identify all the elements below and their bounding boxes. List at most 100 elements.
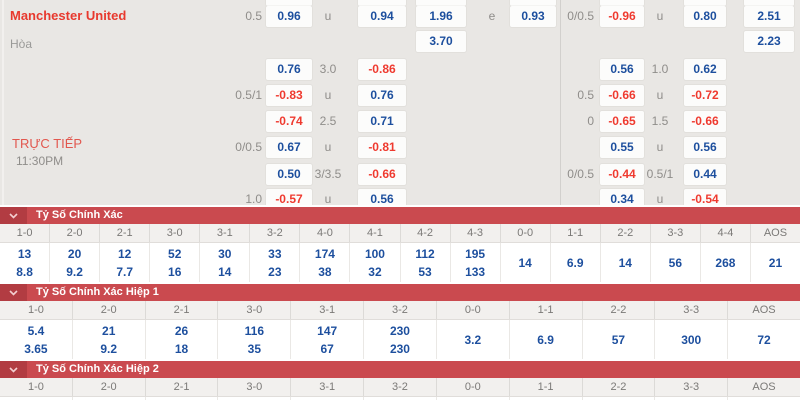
- odds-value[interactable]: 6.9: [537, 332, 554, 347]
- odds-value[interactable]: 72: [757, 332, 771, 347]
- odds-value[interactable]: 52: [168, 246, 182, 261]
- odds-value[interactable]: 112: [415, 246, 435, 261]
- table-banner[interactable]: Tỷ Số Chính Xác Hiệp 1: [0, 284, 800, 301]
- odds-box[interactable]: 0.76: [358, 85, 406, 106]
- odds-box[interactable]: 0.44: [684, 164, 726, 185]
- odds-box[interactable]: 0.56: [684, 137, 726, 158]
- odds-box[interactable]: 0.94: [358, 6, 406, 27]
- odds-value[interactable]: 67: [320, 341, 334, 356]
- odds-value-cell: 20 9.2: [49, 243, 99, 282]
- odds-value[interactable]: 14: [218, 264, 232, 279]
- odds-value[interactable]: 13: [17, 246, 32, 261]
- odds-value[interactable]: 3.65: [24, 341, 48, 356]
- odds-box[interactable]: -0.81: [358, 137, 406, 158]
- odds-value-cell: 56: [649, 243, 700, 282]
- odds-box-partial[interactable]: [510, 0, 556, 6]
- odds-box[interactable]: 0.96: [266, 6, 312, 27]
- odds-box-partial[interactable]: [684, 0, 726, 6]
- odds-value[interactable]: 100: [364, 246, 385, 261]
- handicap-label: u: [656, 9, 664, 23]
- score-header-cell: 1-1: [549, 224, 600, 242]
- odds-value[interactable]: 23: [268, 264, 282, 279]
- odds-box[interactable]: 1.96: [416, 6, 466, 27]
- odds-value[interactable]: 268: [715, 255, 736, 270]
- odds-value[interactable]: 32: [368, 264, 382, 279]
- home-team-name: Manchester United: [10, 8, 127, 23]
- odds-box-partial[interactable]: [600, 0, 644, 6]
- handicap-label: 0/0.5: [567, 9, 594, 23]
- odds-value[interactable]: 18: [174, 341, 189, 356]
- odds-value[interactable]: 14: [518, 255, 532, 270]
- odds-value[interactable]: 133: [465, 264, 486, 279]
- chevron-down-icon[interactable]: [0, 284, 27, 301]
- odds-box[interactable]: -0.83: [266, 85, 312, 106]
- odds-box[interactable]: 0.80: [684, 6, 726, 27]
- odds-box[interactable]: -0.66: [358, 164, 406, 185]
- odds-value[interactable]: 21: [768, 255, 783, 270]
- odds-value[interactable]: 147: [317, 323, 338, 338]
- odds-box[interactable]: -0.86: [358, 59, 406, 80]
- odds-box[interactable]: -0.74: [266, 111, 312, 132]
- odds-value[interactable]: 57: [611, 332, 626, 347]
- odds-value[interactable]: 8.8: [16, 264, 33, 279]
- odds-value[interactable]: 230: [389, 323, 410, 338]
- odds-panel: Manchester United Hòa TRỰC TIẾP 11:30PM …: [0, 0, 800, 205]
- odds-value[interactable]: 9.2: [100, 341, 118, 356]
- odds-box[interactable]: -0.66: [684, 111, 726, 132]
- odds-box-partial[interactable]: [744, 0, 794, 6]
- odds-box[interactable]: 0.76: [266, 59, 312, 80]
- odds-box[interactable]: -0.72: [684, 85, 726, 106]
- odds-box-partial[interactable]: [358, 0, 406, 6]
- odds-value[interactable]: 5.4: [27, 323, 45, 338]
- odds-box[interactable]: -0.54: [684, 189, 726, 205]
- odds-value[interactable]: 7.7: [116, 264, 133, 279]
- odds-box[interactable]: 0.34: [600, 189, 644, 205]
- odds-box[interactable]: 0.62: [684, 59, 726, 80]
- odds-value[interactable]: 174: [314, 246, 335, 261]
- odds-box[interactable]: 2.23: [744, 31, 794, 52]
- odds-value[interactable]: 16: [168, 264, 182, 279]
- odds-box[interactable]: 0.56: [358, 189, 406, 205]
- score-header-cell: AOS: [749, 224, 800, 242]
- score-header-cell: 2-2: [581, 301, 655, 319]
- odds-box[interactable]: 0.67: [266, 137, 312, 158]
- odds-value[interactable]: 30: [218, 246, 232, 261]
- odds-value[interactable]: 26: [174, 323, 189, 338]
- odds-value[interactable]: 3.2: [464, 332, 482, 347]
- odds-box[interactable]: 0.71: [358, 111, 406, 132]
- odds-value[interactable]: 56: [668, 255, 683, 270]
- table-banner[interactable]: Tỷ Số Chính Xác: [0, 207, 800, 224]
- odds-value-cell: 26 18: [144, 320, 218, 359]
- odds-value[interactable]: 195: [465, 246, 486, 261]
- odds-box[interactable]: -0.65: [600, 111, 644, 132]
- odds-value[interactable]: 21: [102, 323, 116, 338]
- odds-value[interactable]: 14: [618, 255, 632, 270]
- odds-value[interactable]: 300: [681, 332, 702, 347]
- odds-box-partial[interactable]: [416, 0, 466, 6]
- odds-box[interactable]: 0.50: [266, 164, 312, 185]
- odds-box[interactable]: 0.93: [510, 6, 556, 27]
- odds-box[interactable]: 0.56: [600, 59, 644, 80]
- odds-box[interactable]: -0.57: [266, 189, 312, 205]
- odds-value[interactable]: 53: [418, 264, 432, 279]
- chevron-down-icon[interactable]: [0, 207, 27, 224]
- odds-box[interactable]: 0.55: [600, 137, 644, 158]
- chevron-down-icon[interactable]: [0, 361, 27, 378]
- odds-box[interactable]: -0.66: [600, 85, 644, 106]
- odds-value[interactable]: 38: [318, 264, 332, 279]
- table-banner[interactable]: Tỷ Số Chính Xác Hiệp 2: [0, 361, 800, 378]
- odds-value[interactable]: 33: [268, 246, 282, 261]
- odds-box[interactable]: -0.44: [600, 164, 644, 185]
- odds-value[interactable]: 20: [67, 246, 82, 261]
- odds-box-partial[interactable]: [266, 0, 312, 6]
- odds-value[interactable]: 230: [389, 341, 410, 356]
- odds-value[interactable]: 12: [117, 246, 132, 261]
- odds-box[interactable]: -0.96: [600, 6, 644, 27]
- odds-value[interactable]: 116: [244, 323, 265, 338]
- odds-value[interactable]: 9.2: [66, 264, 83, 279]
- odds-value[interactable]: 6.9: [566, 255, 584, 270]
- odds-value-cell: 13 8.8: [0, 243, 49, 282]
- odds-value[interactable]: 35: [247, 341, 262, 356]
- odds-box[interactable]: 3.70: [416, 31, 466, 52]
- odds-box[interactable]: 2.51: [744, 6, 794, 27]
